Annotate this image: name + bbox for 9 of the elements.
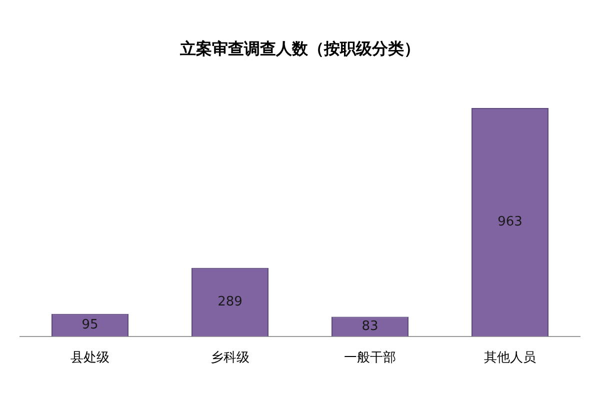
- data-label: 95: [82, 318, 98, 333]
- x-tick-label: 县处级: [70, 350, 110, 366]
- data-label: 83: [362, 318, 378, 334]
- x-tick-label: 一般干部: [344, 350, 396, 366]
- x-tick-label: 乡科级: [210, 350, 250, 366]
- x-tick-label: 其他人员: [484, 350, 536, 366]
- data-label: 963: [498, 214, 522, 230]
- data-label: 289: [218, 294, 242, 310]
- chart-title: 立案审查调查人数（按职级分类）: [179, 38, 420, 58]
